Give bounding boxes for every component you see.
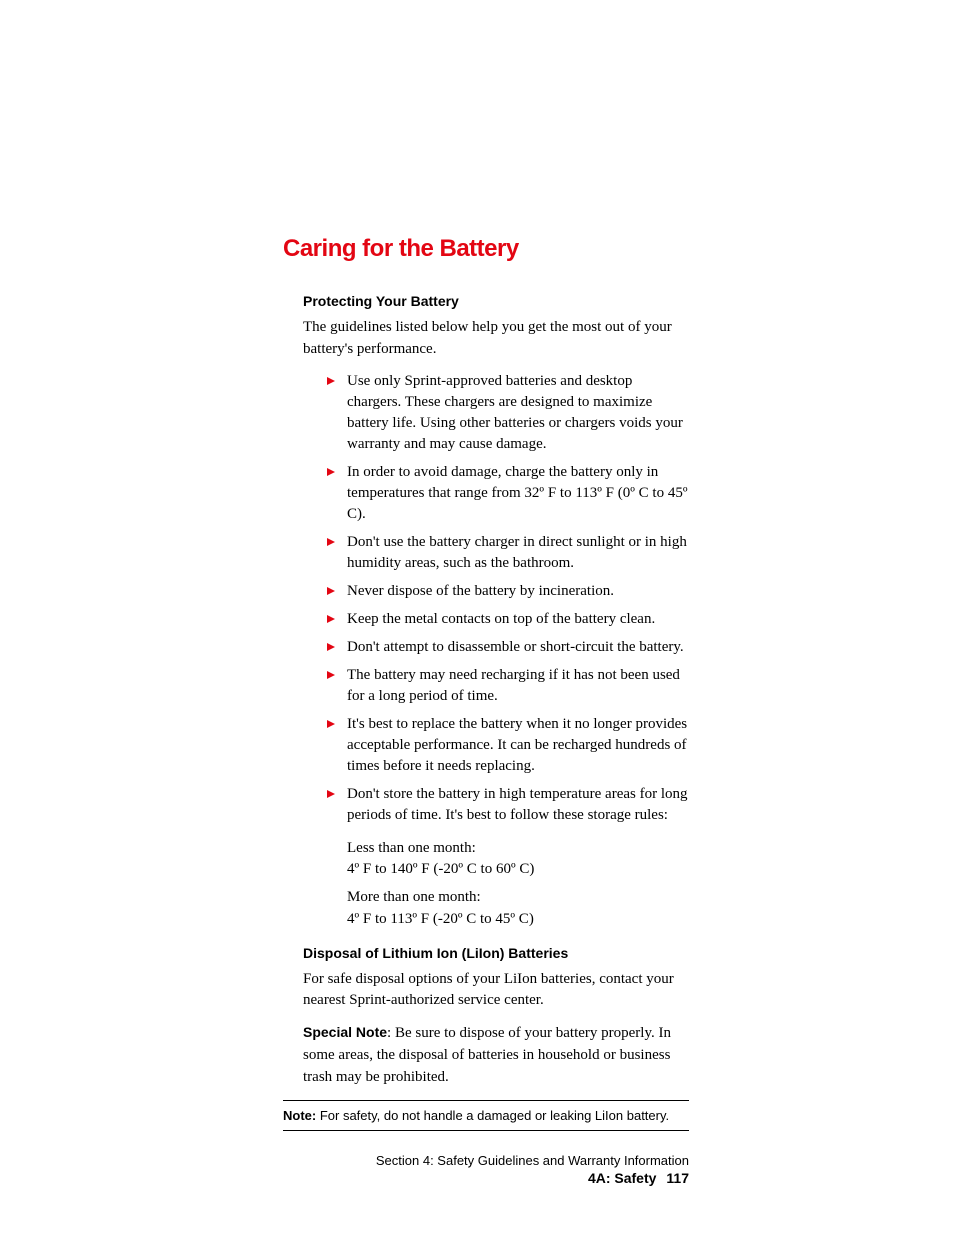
list-item-text: Never dispose of the battery by incinera… xyxy=(347,583,614,599)
list-item: Don't attempt to disassemble or short-ci… xyxy=(303,637,689,658)
triangle-icon xyxy=(327,615,335,623)
list-item: The battery may need recharging if it ha… xyxy=(303,665,689,707)
list-item: Keep the metal contacts on top of the ba… xyxy=(303,609,689,630)
footer-section-title: Section 4: Safety Guidelines and Warrant… xyxy=(283,1153,689,1168)
note-text: For safety, do not handle a damaged or l… xyxy=(316,1108,669,1123)
disposal-paragraph: For safe disposal options of your LiIon … xyxy=(303,969,689,1013)
list-item: Use only Sprint-approved batteries and d… xyxy=(303,371,689,455)
list-item-text: Don't store the battery in high temperat… xyxy=(347,786,688,823)
storage-label: More than one month: xyxy=(347,887,689,909)
list-item: Don't store the battery in high temperat… xyxy=(303,784,689,826)
list-item-text: Don't attempt to disassemble or short-ci… xyxy=(347,639,684,655)
footer-page-ref: 4A: Safety 117 xyxy=(283,1170,689,1186)
list-item: It's best to replace the battery when it… xyxy=(303,714,689,777)
storage-range: 4º F to 140º F (-20º C to 60º C) xyxy=(347,859,689,881)
content-indent: Protecting Your Battery The guidelines l… xyxy=(283,293,689,1088)
triangle-icon xyxy=(327,720,335,728)
storage-more-than-month: More than one month: 4º F to 113º F (-20… xyxy=(347,887,689,931)
battery-guidelines-list: Use only Sprint-approved batteries and d… xyxy=(303,371,689,826)
list-item-text: The battery may need recharging if it ha… xyxy=(347,667,680,704)
triangle-icon xyxy=(327,671,335,679)
subheading-disposal: Disposal of Lithium Ion (LiIon) Batterie… xyxy=(303,945,689,961)
storage-range: 4º F to 113º F (-20º C to 45º C) xyxy=(347,909,689,931)
triangle-icon xyxy=(327,468,335,476)
triangle-icon xyxy=(327,643,335,651)
document-page: Caring for the Battery Protecting Your B… xyxy=(0,0,954,1186)
storage-label: Less than one month: xyxy=(347,838,689,860)
footer-section-label: 4A: Safety xyxy=(588,1170,656,1186)
list-item: Never dispose of the battery by incinera… xyxy=(303,581,689,602)
triangle-icon xyxy=(327,790,335,798)
triangle-icon xyxy=(327,587,335,595)
page-number: 117 xyxy=(666,1170,689,1186)
triangle-icon xyxy=(327,377,335,385)
list-item: Don't use the battery charger in direct … xyxy=(303,532,689,574)
note-label: Note: xyxy=(283,1108,316,1123)
list-item-text: Keep the metal contacts on top of the ba… xyxy=(347,611,655,627)
special-note-paragraph: Special Note: Be sure to dispose of your… xyxy=(303,1022,689,1088)
intro-paragraph: The guidelines listed below help you get… xyxy=(303,317,689,361)
note-callout: Note: For safety, do not handle a damage… xyxy=(283,1100,689,1131)
triangle-icon xyxy=(327,538,335,546)
list-item: In order to avoid damage, charge the bat… xyxy=(303,462,689,525)
page-footer: Section 4: Safety Guidelines and Warrant… xyxy=(283,1153,689,1186)
special-note-label: Special Note xyxy=(303,1024,387,1040)
list-item-text: Don't use the battery charger in direct … xyxy=(347,534,687,571)
storage-less-than-month: Less than one month: 4º F to 140º F (-20… xyxy=(347,838,689,882)
subheading-protecting: Protecting Your Battery xyxy=(303,293,689,309)
list-item-text: In order to avoid damage, charge the bat… xyxy=(347,464,688,522)
page-title: Caring for the Battery xyxy=(283,235,689,263)
list-item-text: Use only Sprint-approved batteries and d… xyxy=(347,373,683,452)
list-item-text: It's best to replace the battery when it… xyxy=(347,716,687,774)
